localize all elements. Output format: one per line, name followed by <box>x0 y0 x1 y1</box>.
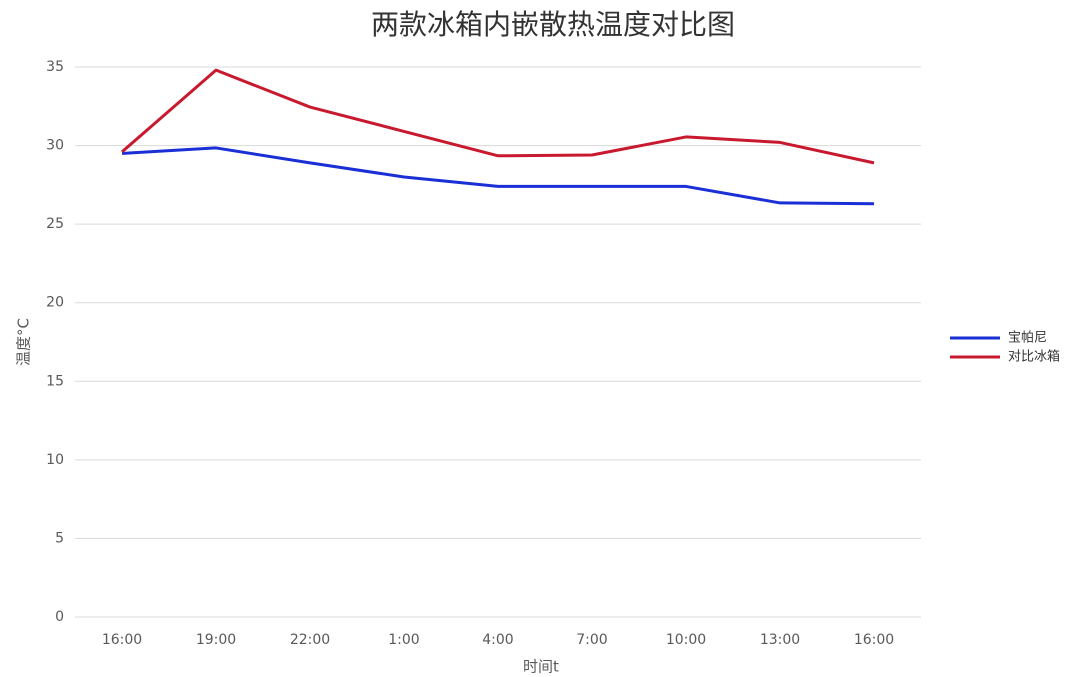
series-line <box>121 68 875 165</box>
y-tick-label: 20 <box>46 295 64 311</box>
y-tick-label: 10 <box>46 452 64 468</box>
x-tick-label: 13:00 <box>760 632 800 648</box>
x-tick-label: 16:00 <box>102 632 142 648</box>
x-tick-label: 4:00 <box>482 632 513 648</box>
x-tick-label: 7:00 <box>576 632 607 648</box>
y-tick-label: 0 <box>55 609 64 625</box>
chart-title: 两款冰箱内嵌散热温度对比图 <box>371 8 735 41</box>
series-line <box>121 146 875 206</box>
x-tick-label: 1:00 <box>388 632 419 648</box>
legend-label: 对比冰箱 <box>1008 349 1060 365</box>
y-tick-label: 25 <box>46 216 64 232</box>
x-axis-label: 时间t <box>523 658 559 676</box>
y-axis-label: 温度°C <box>15 318 33 366</box>
x-tick-label: 10:00 <box>666 632 706 648</box>
x-tick-label: 22:00 <box>290 632 330 648</box>
y-tick-label: 30 <box>46 138 64 154</box>
legend-label: 宝帕尼 <box>1008 331 1047 346</box>
y-tick-label: 5 <box>55 530 64 546</box>
y-tick-label: 35 <box>46 59 64 75</box>
y-tick-label: 15 <box>46 373 64 389</box>
x-tick-label: 19:00 <box>196 632 236 648</box>
x-tick-label: 16:00 <box>854 632 894 648</box>
